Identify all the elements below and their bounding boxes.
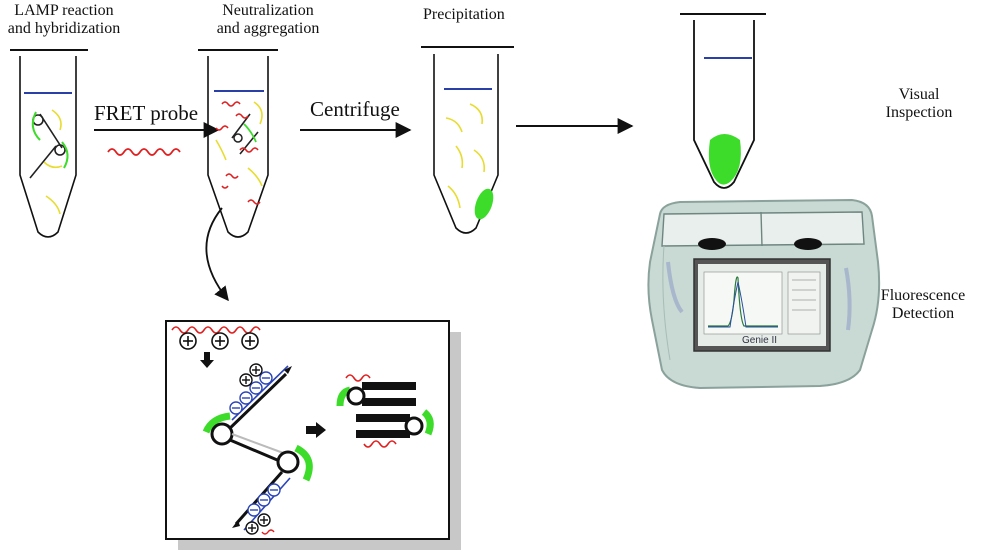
fluor-line1: Fluorescence — [880, 287, 966, 304]
visual-line1: Visual — [898, 86, 940, 103]
device-brand: Genie II — [742, 335, 778, 346]
visual-line2: Inspection — [885, 104, 953, 122]
fluorescence-detection-label: Fluorescence Detection — [868, 287, 978, 324]
minus-circle-icon — [229, 371, 273, 415]
fret-probe-icon — [107, 148, 181, 156]
step-lamp-label: LAMP reaction and hybridization — [0, 2, 128, 39]
mechanism-inset — [165, 320, 461, 550]
centrifuge-label: Centrifuge — [310, 97, 400, 121]
visual-inspection-label: Visual Inspection — [864, 86, 974, 123]
step-neutral-line1: Neutralization — [222, 2, 314, 19]
step-lamp-line2: and hybridization — [7, 20, 121, 38]
fluor-line2: Detection — [891, 305, 955, 323]
tube-neutral — [198, 49, 278, 238]
tube-lamp — [10, 49, 88, 238]
fret-probe-label: FRET probe — [94, 101, 199, 125]
step-neutral-label: Neutralization and aggregation — [198, 2, 338, 39]
plus-circle-icon — [179, 332, 259, 350]
tube-visual — [680, 13, 766, 189]
genie-device — [647, 198, 881, 390]
step-neutral-line2: and aggregation — [216, 20, 320, 38]
tube-precipitation — [421, 46, 514, 234]
step-precipitation-label: Precipitation — [423, 6, 505, 23]
step-lamp-line1: LAMP reaction — [14, 2, 114, 19]
